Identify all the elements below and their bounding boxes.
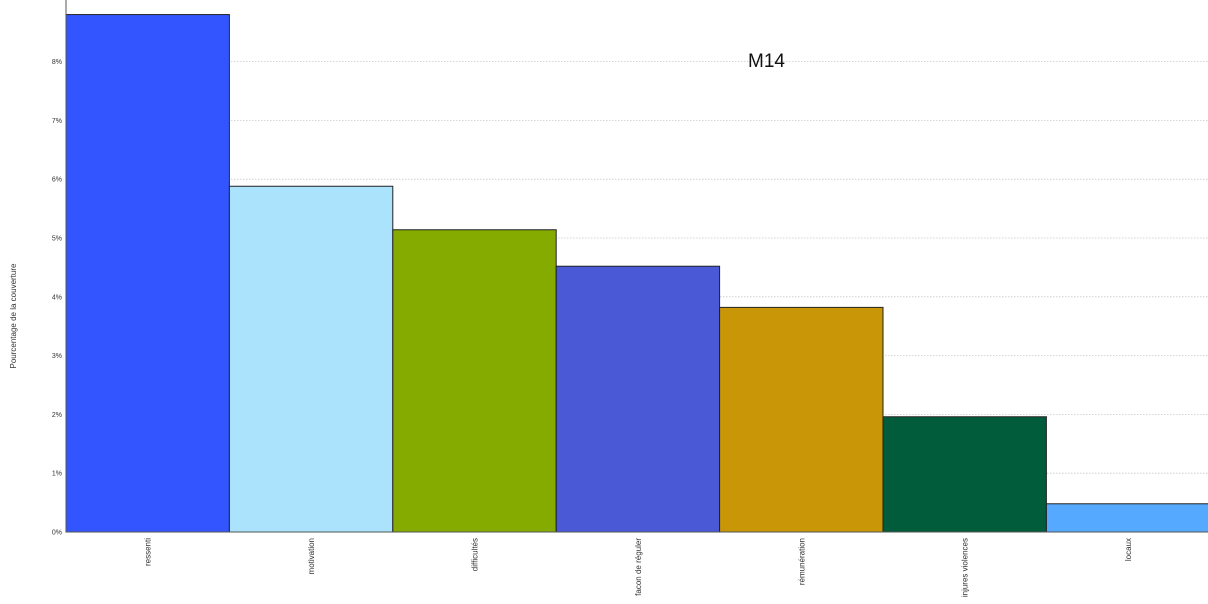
chart-title: M14 [748, 51, 785, 72]
bar-4 [555, 265, 721, 533]
bar-3 [392, 229, 557, 533]
y-tick-label: 4% [52, 294, 62, 301]
y-tick-label: 6% [52, 177, 62, 184]
bar-5 [719, 306, 884, 533]
y-tick-label: 2% [52, 412, 62, 419]
x-category-label: locaux [1124, 538, 1133, 561]
y-axis-ticks: 0% 1% 2% 3% 4% 5% 6% 7% 8% [52, 59, 62, 536]
x-category-label: difficultés [471, 538, 480, 571]
x-category-label: injures violences [961, 538, 970, 597]
y-tick-label: 3% [52, 353, 62, 360]
x-category-label: ressenti [144, 538, 153, 566]
x-category-label: motivation [307, 538, 316, 574]
x-axis-labels: ressenti motivation difficultés facon de ré… [144, 538, 1133, 597]
bar-6 [882, 416, 1047, 533]
x-category-label: facon de réguler [634, 538, 643, 596]
x-category-label: rémunération [797, 538, 806, 585]
y-tick-label: 0% [52, 530, 62, 537]
y-tick-label: 7% [52, 118, 62, 125]
y-tick-label: 5% [52, 236, 62, 243]
bars [65, 14, 1208, 533]
y-tick-label: 8% [52, 59, 62, 66]
bar-2 [228, 185, 394, 533]
y-axis-label: Pourcentage de la couverture [9, 263, 18, 369]
bar-7 [1045, 503, 1208, 533]
bar-1 [65, 14, 230, 533]
y-tick-label: 1% [52, 471, 62, 478]
